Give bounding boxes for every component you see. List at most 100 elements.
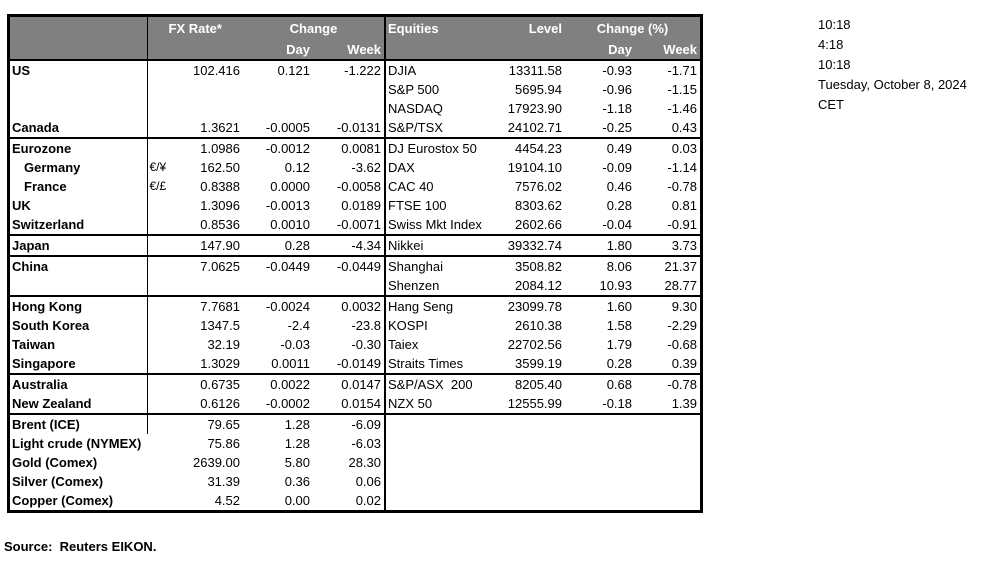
header-blank-cell (10, 17, 148, 40)
fx-rate-value: 1347.5 (200, 318, 240, 333)
fx-change-week: -0.0131 (336, 120, 382, 135)
equity-change-day: 1.60 (565, 295, 636, 316)
table-row: New Zealand 0.6126 -0.0002 0.0154 NZX 50… (10, 394, 700, 414)
fx-change-day: 0.121 (277, 63, 310, 78)
equity-level: 13311.58 (508, 63, 563, 78)
footnote-block: Source: Reuters EIKON. * FX Rate for USD… (4, 502, 669, 563)
equity-change-week: -0.78 (667, 179, 698, 194)
fx-rate-value (175, 80, 243, 99)
row-label: Australia (10, 373, 148, 394)
equity-level: 5695.94 (515, 82, 563, 97)
fx-change-week: -0.30 (351, 337, 382, 352)
row-label: Singapore (10, 354, 148, 374)
table-row: Silver (Comex) 31.39 0.36 0.06 (10, 472, 700, 491)
row-label (10, 80, 148, 99)
row-label: Gold (Comex) (12, 455, 98, 470)
fx-rate-value: 0.6126 (200, 396, 240, 411)
header-blank-cell-3 (147, 40, 243, 61)
equity-change-week: -2.29 (667, 318, 698, 333)
equity-level: 8205.40 (495, 373, 566, 394)
timezone-line: CET (818, 97, 844, 112)
header-fx-day: Day (243, 40, 313, 61)
fx-change-day: 1.28 (284, 436, 310, 451)
equity-level: 22702.56 (507, 337, 563, 352)
row-label: Germany (10, 158, 148, 177)
fx-pair-symbol (147, 196, 175, 215)
equity-change-week: -0.78 (635, 373, 701, 394)
table-row: China 7.0625 -0.0449 -0.0449 Shanghai 35… (10, 255, 701, 276)
fx-pair-symbol (147, 60, 175, 80)
table-row: France €/£ 0.8388 0.0000 -0.0058 CAC 40 … (10, 177, 700, 196)
equity-label (384, 453, 496, 472)
equity-change-week: 0.43 (671, 120, 698, 135)
fx-change-day: 0.0011 (271, 356, 310, 371)
fx-rate-value (175, 99, 243, 118)
table-header: FX Rate* Change Equities Level Change (%… (10, 17, 701, 61)
fx-change-day: 0.0000 (270, 179, 310, 194)
equity-label: Taiex (384, 335, 496, 354)
fx-pair-symbol (147, 118, 175, 138)
fx-change-week (313, 80, 385, 99)
row-label: Copper (Comex) (12, 493, 114, 508)
fx-pair-symbol (147, 316, 175, 335)
table-row: Eurozone 1.0986 -0.0012 0.0081 DJ Eurost… (10, 137, 701, 158)
equity-change-week: 3.73 (635, 234, 701, 256)
equity-label: CAC 40 (384, 177, 496, 196)
fx-rate-value: 79.65 (175, 413, 243, 434)
equity-level: 2610.38 (515, 318, 563, 333)
equity-change-day: 10.93 (599, 278, 633, 293)
equity-label: DAX (384, 158, 496, 177)
fx-rate-value: 75.86 (207, 436, 240, 451)
fx-change-week: -6.09 (313, 413, 386, 434)
fx-rate-value: 162.50 (200, 160, 240, 175)
fx-rate-value: 2639.00 (193, 455, 240, 470)
table-row: Australia 0.6735 0.0022 0.0147 S&P/ASX 2… (10, 373, 701, 394)
fx-rate-value: 147.90 (175, 234, 243, 256)
equity-level (495, 434, 565, 453)
fx-pair-symbol (147, 354, 175, 374)
fx-change-week (313, 276, 385, 296)
fx-change-week (313, 99, 385, 118)
fx-change-week: 28.30 (348, 455, 382, 470)
equity-level (495, 453, 565, 472)
equity-change-day (565, 434, 635, 453)
row-label: New Zealand (10, 394, 148, 414)
table-row: Germany €/¥ 162.50 0.12 -3.62 DAX 19104.… (10, 158, 700, 177)
table-row: US 102.416 0.121 -1.222 DJIA 13311.58 -0… (10, 60, 700, 80)
equity-label: S&P/TSX (384, 118, 496, 138)
header-eq-change-pct: Change (%) (565, 17, 701, 40)
row-label: Eurozone (10, 137, 148, 158)
header-equities: Equities (384, 17, 496, 40)
equity-change-week: -1.14 (667, 160, 698, 175)
equity-change-week (635, 434, 700, 453)
fx-change-week: -0.0149 (336, 356, 382, 371)
fx-change-day: 0.0022 (243, 373, 313, 394)
equity-label (384, 472, 496, 491)
equity-level: 17923.90 (507, 101, 563, 116)
fx-change-day: 5.80 (284, 455, 310, 470)
row-label: France (10, 177, 148, 196)
equity-change-day: -0.96 (602, 82, 633, 97)
equity-level: 3599.19 (515, 356, 563, 371)
fx-change-day: 1.28 (243, 413, 313, 434)
row-label: Canada (10, 118, 148, 138)
equity-level: 4454.23 (495, 137, 566, 158)
equity-label: S&P 500 (384, 80, 496, 99)
equity-change-week (635, 453, 700, 472)
fx-rate-value: 0.6735 (175, 373, 243, 394)
equity-change-week: -0.91 (667, 217, 698, 232)
fx-pair-symbol (147, 215, 175, 235)
fx-pair-symbol (147, 413, 175, 434)
table-row: UK 1.3096 -0.0013 0.0189 FTSE 100 8303.6… (10, 196, 700, 215)
fx-change-day: 0.28 (243, 234, 313, 256)
fx-pair-symbol (147, 234, 175, 256)
time-line-2: 4:18 (818, 37, 844, 52)
table-row: Taiwan 32.19 -0.03 -0.30 Taiex 22702.56 … (10, 335, 700, 354)
fx-change-day: -0.0013 (265, 198, 310, 213)
fx-rate-value: 31.39 (207, 474, 240, 489)
equity-label: FTSE 100 (384, 196, 496, 215)
equity-level: 24102.71 (507, 120, 563, 135)
fx-rate-value: 0.8388 (200, 179, 240, 194)
date-line: Tuesday, October 8, 2024 (818, 77, 967, 92)
header-blank-cell-2 (10, 40, 148, 61)
